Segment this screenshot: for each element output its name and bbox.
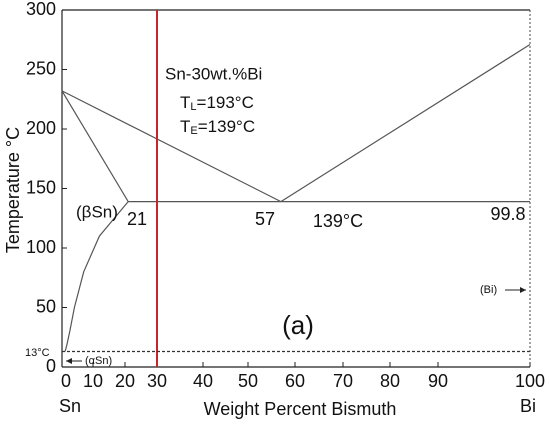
x-tick-label: 90 xyxy=(428,371,448,391)
phase-line xyxy=(61,90,282,203)
annotation: TE=139°C xyxy=(180,117,255,136)
y-tick-label: 150 xyxy=(26,177,56,197)
phase-line xyxy=(61,90,129,202)
x-tick-label: 50 xyxy=(238,371,258,391)
x-tick-label: 100 xyxy=(515,371,545,391)
annotation: 99.8 xyxy=(490,204,525,224)
x-tick-label: 80 xyxy=(380,371,400,391)
y-axis-title: Temperature °C xyxy=(3,127,23,253)
x-tick-label: 40 xyxy=(193,371,213,391)
annotation: (αSn) xyxy=(85,355,112,367)
x-tick-label: 10 xyxy=(83,371,103,391)
annotation: TL=193°C xyxy=(180,93,254,112)
annotation-sub: L xyxy=(190,101,196,113)
arrow-head xyxy=(66,358,72,364)
x-axis-title: Weight Percent Bismuth xyxy=(204,399,397,419)
y-tick-label: 50 xyxy=(36,296,56,316)
annotation: (Bi) xyxy=(480,284,497,296)
phase-line xyxy=(280,43,531,203)
x-tick-label: 20 xyxy=(115,371,135,391)
end-label: Bi xyxy=(520,396,536,416)
end-label: Sn xyxy=(59,396,81,416)
annotation-main: T xyxy=(180,117,190,136)
annotation: Sn-30wt.%Bi xyxy=(165,64,262,83)
annotation: 139°C xyxy=(313,211,363,231)
annotation-rest: =139°C xyxy=(198,117,255,136)
y-tick-label: 250 xyxy=(26,58,56,78)
annotation: 57 xyxy=(255,209,275,229)
annotation-rest: =193°C xyxy=(197,93,254,112)
annotation: (a) xyxy=(282,310,314,340)
annotation: 13°C xyxy=(25,347,50,359)
annotation: (βSn) xyxy=(76,202,118,221)
y-tick-label: 200 xyxy=(26,118,56,138)
annotation-sub: E xyxy=(190,125,197,137)
x-tick-label: 60 xyxy=(285,371,305,391)
y-tick-label: 100 xyxy=(26,237,56,257)
y-tick-label: 300 xyxy=(26,0,56,19)
annotation-main: T xyxy=(180,93,190,112)
x-tick-label: 30 xyxy=(147,371,167,391)
x-tick-label: 70 xyxy=(333,371,353,391)
y-tick-label: 0 xyxy=(46,356,56,376)
arrow-head xyxy=(520,287,526,293)
annotation: 21 xyxy=(127,209,147,229)
x-tick-label: 0 xyxy=(61,371,71,391)
phase-line xyxy=(64,201,129,352)
